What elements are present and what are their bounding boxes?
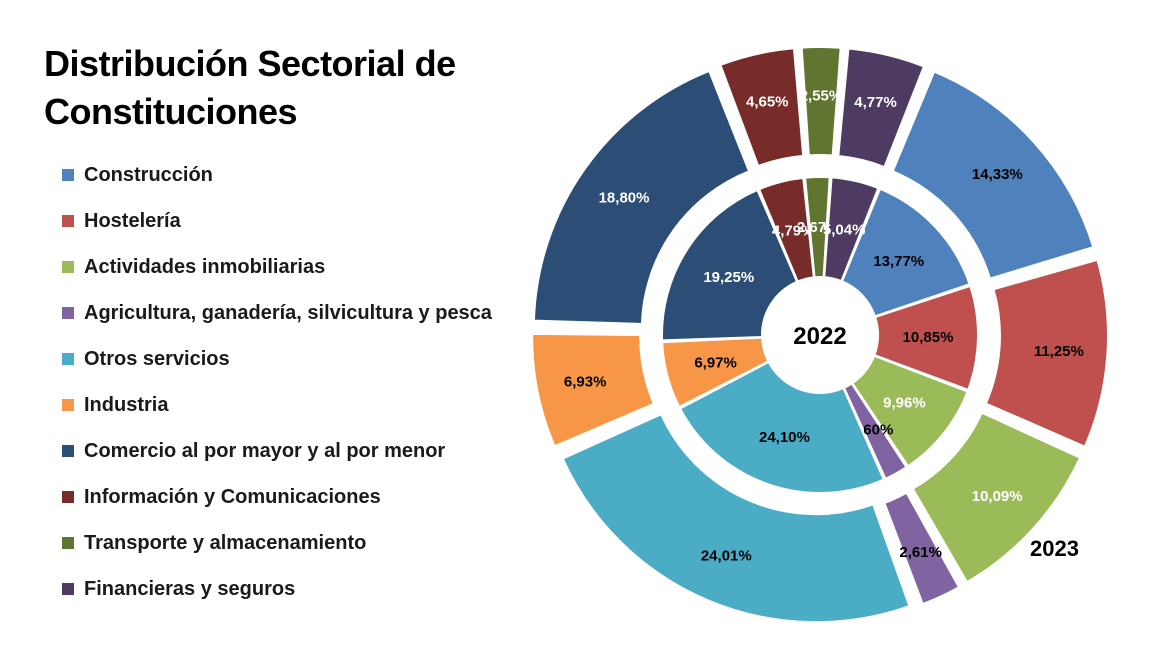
legend: Construcción Hostelería Actividades inmo… <box>62 152 492 612</box>
data-label-2023-financieras: 4,77% <box>854 94 897 111</box>
legend-item-otros-servicios: Otros servicios <box>62 336 492 382</box>
slice-2022-hosteleria <box>873 284 979 392</box>
legend-item-industria: Industria <box>62 382 492 428</box>
slice-2023-comercio <box>532 69 751 325</box>
slice-2022-otros-servicios <box>678 360 886 494</box>
data-label-2022-inmobiliarias: 9,96% <box>883 394 926 411</box>
legend-item-construccion: Construcción <box>62 152 492 198</box>
data-label-2023-construccion: 14,33% <box>972 166 1023 183</box>
data-label-2022-construccion: 13,77% <box>873 253 924 270</box>
legend-swatch <box>62 261 74 273</box>
slice-2023-industria <box>531 332 656 448</box>
legend-item-transporte: Transporte y almacenamiento <box>62 520 492 566</box>
legend-item-comercio: Comercio al por mayor y al por menor <box>62 428 492 474</box>
legend-swatch <box>62 399 74 411</box>
legend-swatch <box>62 583 74 595</box>
slice-2023-otros-servicios <box>561 412 911 624</box>
legend-item-agricultura: Agricultura, ganadería, silvicultura y p… <box>62 290 492 336</box>
slice-2022-inmobiliarias <box>850 354 969 468</box>
chart-title: Distribución Sectorial de Constituciones <box>44 40 514 136</box>
legend-swatch <box>62 353 74 365</box>
data-label-2023-transporte: 2,55% <box>800 88 843 105</box>
legend-item-informacion: Información y Comunicaciones <box>62 474 492 520</box>
data-label-2023-industria: 6,93% <box>564 374 607 391</box>
legend-swatch <box>62 491 74 503</box>
inner-ring-year-label: 2022 <box>793 323 846 350</box>
data-label-2022-otros-servicios: 24,10% <box>759 429 810 446</box>
legend-label: Construcción <box>84 163 213 186</box>
legend-swatch <box>62 169 74 181</box>
data-label-2023-otros-servicios: 24,01% <box>701 547 752 564</box>
data-label-2022-industria: 6,97% <box>694 355 737 372</box>
slice-2023-informacion <box>719 47 805 168</box>
legend-swatch <box>62 445 74 457</box>
legend-label: Otros servicios <box>84 347 230 370</box>
data-label-2022-comercio: 19,25% <box>703 269 754 286</box>
legend-label: Agricultura, ganadería, silvicultura y p… <box>84 301 492 324</box>
legend-item-inmobiliarias: Actividades inmobiliarias <box>62 244 492 290</box>
data-label-2022-financieras: 5,04% <box>823 222 866 239</box>
data-label-2022-informacion: 4,79% <box>772 222 815 239</box>
legend-swatch <box>62 215 74 227</box>
legend-swatch <box>62 537 74 549</box>
slice-2023-construccion <box>891 70 1095 280</box>
slice-2022-financieras <box>823 176 880 283</box>
legend-item-hosteleria: Hostelería <box>62 198 492 244</box>
data-label-2022-hosteleria: 10,85% <box>903 329 954 346</box>
legend-label: Hostelería <box>84 209 181 232</box>
legend-label: Industria <box>84 393 169 416</box>
slice-2022-construccion <box>840 187 971 318</box>
legend-label: Comercio al por mayor y al por menor <box>84 439 446 462</box>
data-label-2023-comercio: 18,80% <box>599 189 650 206</box>
legend-label: Información y Comunicaciones <box>84 485 381 508</box>
slice-2023-transporte <box>800 46 842 157</box>
legend-label: Financieras y seguros <box>84 577 296 600</box>
outer-ring-year-label: 2023 <box>1030 536 1079 561</box>
slice-2023-agricultura <box>883 491 961 606</box>
data-label-2023-hosteleria: 11,25% <box>1034 343 1084 360</box>
chart-title-line2: Constituciones <box>44 91 298 132</box>
chart-title-line1: Distribución Sectorial de <box>44 43 456 84</box>
slice-2022-informacion <box>757 176 815 283</box>
slice-2023-financieras <box>837 47 926 169</box>
data-label-2023-agricultura: 2,61% <box>899 544 942 561</box>
slice-2022-comercio <box>661 188 799 342</box>
legend-swatch <box>62 307 74 319</box>
slice-2022-industria <box>661 336 770 409</box>
slice-2023-hosteleria <box>984 258 1109 448</box>
legend-label: Actividades inmobiliarias <box>84 255 326 278</box>
data-label-2023-inmobiliarias: 10,09% <box>972 488 1023 505</box>
legend-label: Transporte y almacenamiento <box>84 531 367 554</box>
slice-2023-inmobiliarias <box>911 411 1082 584</box>
data-label-2023-informacion: 4,65% <box>746 93 789 110</box>
legend-item-financieras: Financieras y seguros <box>62 566 492 612</box>
